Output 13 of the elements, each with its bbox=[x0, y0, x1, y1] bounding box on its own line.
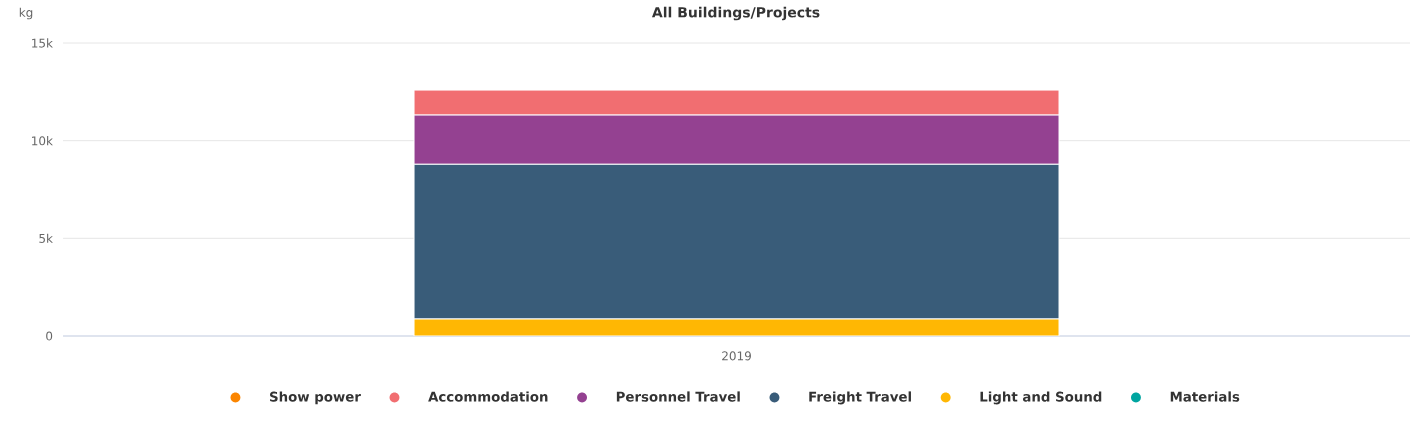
x-tick-label: 2019 bbox=[722, 351, 751, 361]
legend-label: Accommodation bbox=[428, 391, 548, 402]
y-tick-label: 15k bbox=[32, 38, 53, 48]
legend-label: Freight Travel bbox=[809, 391, 911, 405]
chart-title: All Buildings/Projects bbox=[651, 6, 820, 21]
legend-label: Light and Sound bbox=[980, 391, 1102, 405]
y-tick-label: 10k bbox=[32, 136, 53, 146]
legend-label: Materials bbox=[1170, 391, 1240, 402]
legend-label: Show power bbox=[270, 391, 361, 405]
y-axis-title: kg bbox=[19, 7, 33, 20]
y-tick-label: 5k bbox=[39, 233, 53, 243]
legend-label: Personnel Travel bbox=[616, 391, 740, 402]
y-tick-label: 0 bbox=[46, 331, 53, 341]
